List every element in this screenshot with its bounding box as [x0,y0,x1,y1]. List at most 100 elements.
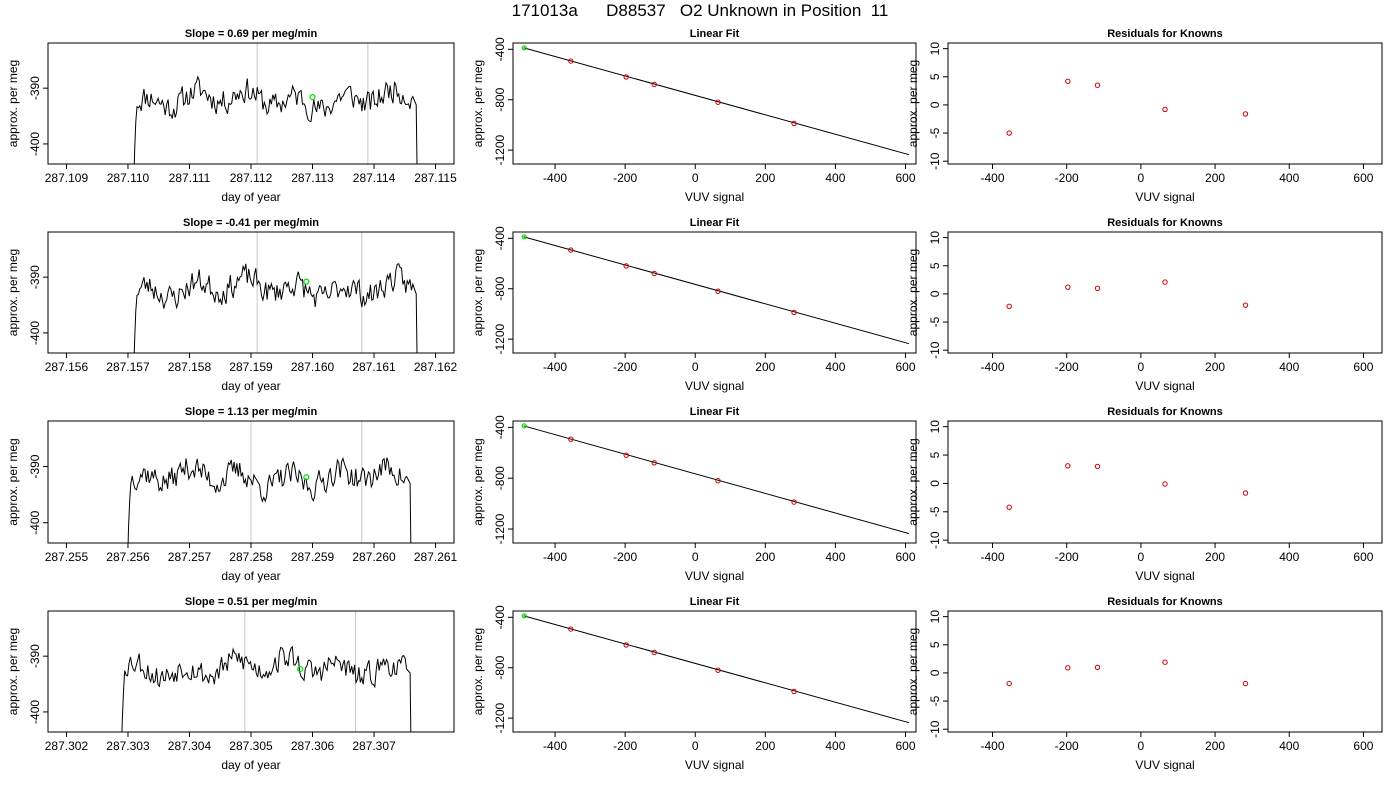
plot-frame [47,42,455,165]
x-tick-label: 400 [1279,171,1299,185]
x-tick-label: 287.157 [106,360,150,374]
x-axis-label: day of year [221,569,280,583]
x-tick-label: 287.307 [352,739,396,753]
y-tick-label: -10 [928,152,942,170]
plot-area [521,45,910,156]
data-point [791,499,797,505]
y-tick-label: -390 [28,76,42,100]
unknown-marker [297,665,304,673]
x-tick-label: 287.111 [169,171,211,185]
chart-panel: Residuals for Knowns -400 -200 0 200 400 600 10… [906,596,1383,772]
chart-title: Linear Fit [690,596,740,608]
x-tick-label: 400 [1279,360,1299,374]
plot-area [133,232,418,353]
y-axis-label: approx. per meg [471,438,485,525]
data-point [568,247,574,253]
chart-panel: Slope = 0.69 per meg/min 287.109 287.110 28… [6,28,457,204]
x-tick-label: 600 [895,360,915,374]
chart-title: Linear Fit [690,28,740,40]
y-tick-label: -5 [928,316,942,327]
data-point [1162,279,1168,285]
x-axis-label: VUV signal [685,379,744,393]
x-tick-label: -200 [613,360,637,374]
data-point [568,436,574,442]
y-axis-label: approx. per meg [906,438,920,525]
x-tick-label: 200 [1205,171,1225,185]
x-tick-label: 287.113 [291,171,334,185]
y-tick-label: -800 [493,655,507,679]
page-title: 171013a D88537 O2 Unknown in Position 11 [511,1,889,20]
x-tick-label: 0 [1138,171,1145,185]
plot-area [521,613,910,724]
x-tick-label: 200 [755,360,775,374]
plot-area [1006,279,1249,309]
series-line [133,263,418,353]
y-tick-label: 0 [928,290,942,297]
y-tick-label: -400 [493,605,507,629]
series-line [133,75,418,164]
plot-frame [47,610,455,733]
plot-frame [512,420,917,544]
data-point [1006,130,1012,136]
data-point [1162,481,1168,487]
x-tick-label: -200 [613,550,637,564]
x-axis-label: VUV signal [1135,569,1194,583]
x-tick-label: 0 [692,171,699,185]
chart-panel: Residuals for Knowns -400 -200 0 200 400 600 10… [906,406,1383,583]
y-tick-label: 0 [928,480,942,487]
x-tick-label: -400 [980,171,1004,185]
data-point [651,649,657,656]
x-tick-label: 600 [895,171,915,185]
x-tick-label: -400 [543,550,567,564]
y-tick-label: -1200 [493,513,507,544]
y-tick-label: -10 [928,341,942,359]
y-axis-label: approx. per meg [906,60,920,147]
data-point [791,120,797,127]
chart-title: Slope = 0.69 per meg/min [185,28,318,40]
x-axis-label: VUV signal [685,190,744,204]
chart-panel: Slope = -0.41 per meg/min 287.156 287.157 2… [6,217,458,393]
x-tick-label: -400 [980,550,1004,564]
y-tick-label: -800 [493,466,507,490]
y-tick-label: -1200 [493,323,507,354]
data-point [1094,664,1101,670]
x-axis-label: day of year [221,379,280,393]
unknown-marker [309,93,316,101]
x-tick-label: 287.261 [414,550,458,564]
x-tick-label: 200 [1205,360,1225,374]
x-tick-label: 287.109 [45,171,89,185]
chart-panel: Linear Fit -400 -200 0 200 400 600 -400 -800 -120… [471,217,917,393]
x-axis-label: day of year [221,758,280,772]
y-tick-label: -400 [493,226,507,250]
y-tick-label: -400 [493,37,507,61]
y-tick-label: 10 [928,42,942,56]
x-tick-label: 287.160 [291,360,335,374]
x-tick-label: 200 [755,739,775,753]
y-tick-label: -1200 [493,134,507,165]
y-tick-label: -400 [28,700,42,724]
x-tick-label: 287.112 [230,171,273,185]
data-point [1065,463,1071,469]
data-point [1242,111,1249,117]
x-tick-label: 287.258 [229,550,273,564]
data-point [1242,490,1249,496]
x-tick-label: -200 [1055,550,1079,564]
data-point [715,478,721,484]
x-tick-label: 200 [1205,550,1225,564]
data-point [1006,303,1012,309]
y-axis-label: approx. per meg [6,249,20,336]
data-point [623,263,629,269]
data-point [1162,659,1168,665]
x-tick-label: 287.110 [107,171,150,185]
x-tick-label: 287.159 [229,360,273,374]
x-tick-label: 287.304 [168,739,212,753]
x-tick-label: 287.156 [45,360,89,374]
data-point [1065,665,1071,671]
y-tick-label: -390 [28,644,42,668]
chart-title: Slope = 1.13 per meg/min [185,406,318,418]
x-tick-label: 287.260 [352,550,396,564]
plot-frame [947,231,1383,354]
series-line [121,645,412,732]
data-point [715,99,721,105]
plot-area [133,43,418,164]
